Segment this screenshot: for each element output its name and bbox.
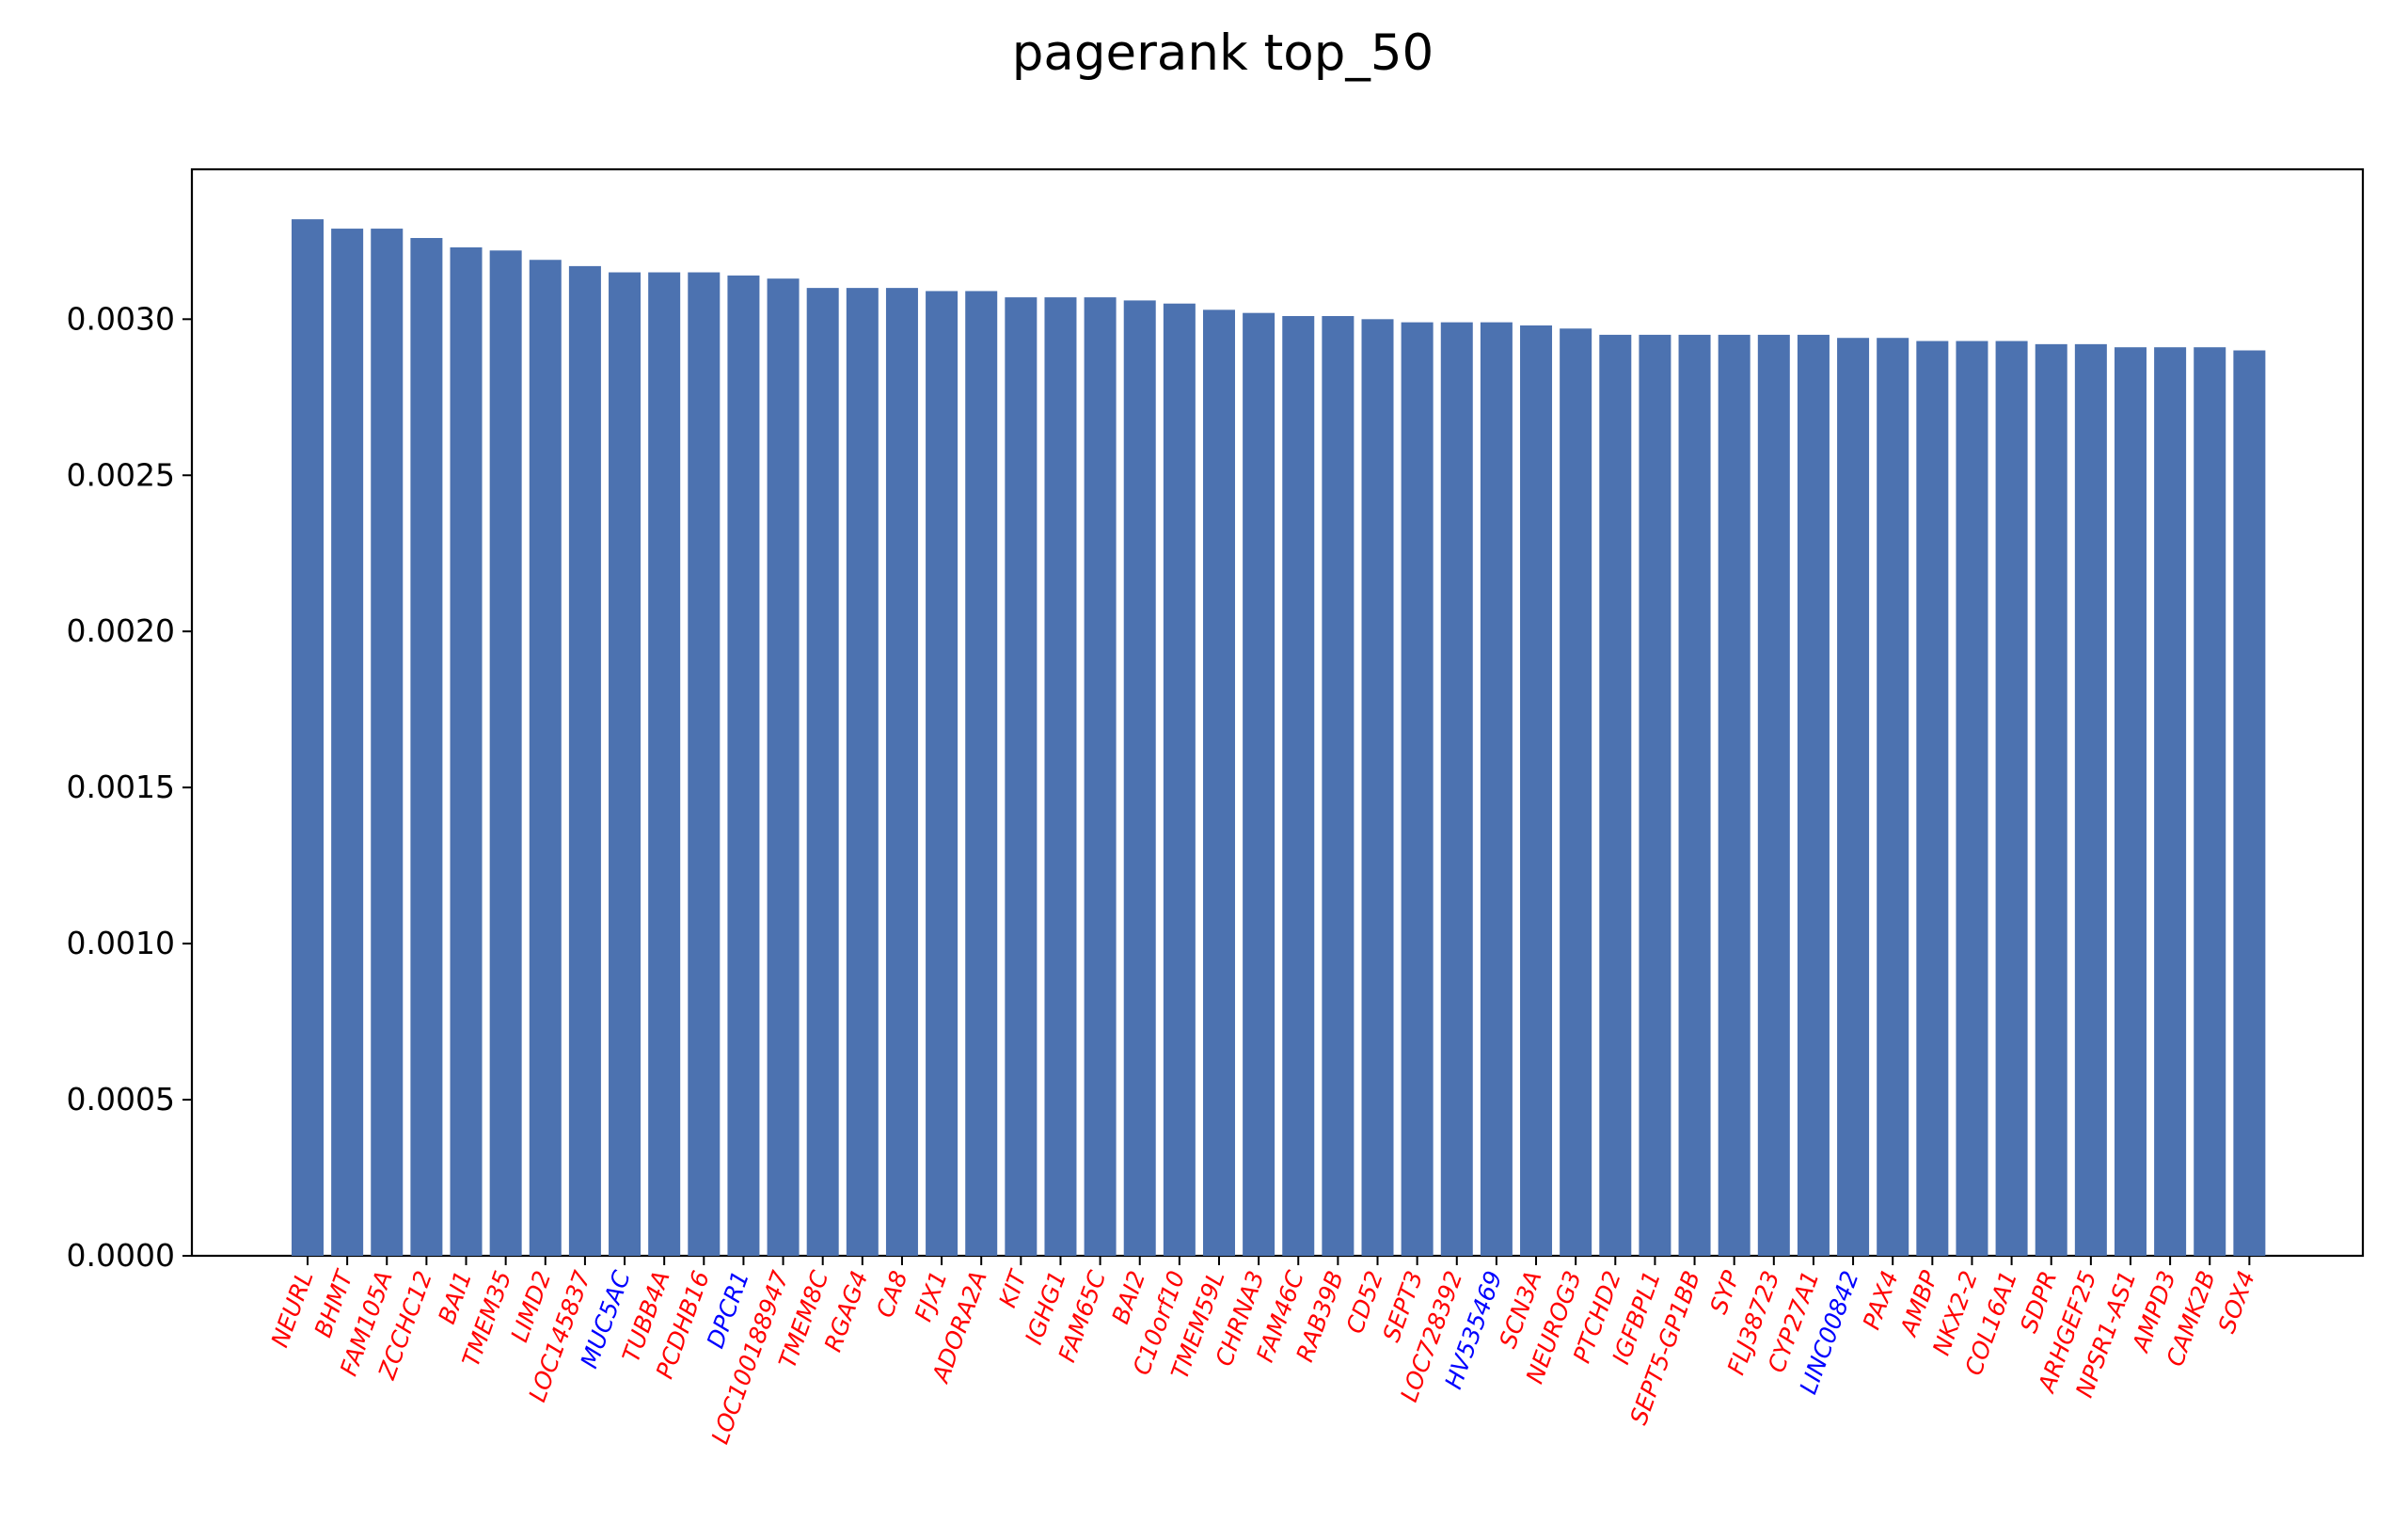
bar	[410, 238, 443, 1257]
bar	[1995, 341, 2028, 1256]
bar	[450, 246, 483, 1257]
x-tick-label: FJX1	[910, 1267, 953, 1324]
bar	[1322, 315, 1354, 1256]
bar	[1084, 297, 1117, 1256]
bar	[292, 219, 324, 1256]
y-tick-label: 0.0000	[67, 1237, 175, 1274]
bar	[806, 288, 839, 1256]
bar	[2154, 347, 2187, 1256]
bar	[1956, 341, 1988, 1256]
bars	[292, 219, 2266, 1257]
bar	[2233, 350, 2266, 1256]
bar	[2194, 347, 2226, 1256]
bar	[371, 229, 404, 1257]
bar	[688, 272, 721, 1256]
plot-frame	[190, 167, 2365, 1258]
bar	[1440, 322, 1473, 1257]
bar	[1757, 334, 1790, 1257]
bar	[1044, 297, 1077, 1256]
bar	[2074, 343, 2107, 1256]
bar	[1123, 300, 1156, 1256]
x-tick-label: SYP	[1704, 1266, 1745, 1317]
bar	[965, 291, 998, 1256]
y-tick-label: 0.0005	[67, 1081, 175, 1118]
y-tick-label: 0.0015	[67, 769, 175, 805]
y-tick-label: 0.0010	[67, 925, 175, 961]
bar	[885, 288, 918, 1256]
bar	[1282, 315, 1315, 1256]
bar	[2035, 343, 2067, 1256]
bar	[1163, 303, 1196, 1256]
bar	[727, 275, 760, 1256]
bar	[648, 272, 681, 1256]
bar	[1599, 334, 1632, 1257]
bar	[767, 278, 800, 1256]
bar	[331, 229, 364, 1257]
bar	[846, 288, 879, 1256]
y-axis: 0.0000 0.0005 0.0010 0.0015 0.0020 0.0025 0.00…	[67, 300, 192, 1274]
bar	[1480, 322, 1513, 1257]
bar	[489, 250, 522, 1256]
x-tick-label: KIT	[993, 1266, 1032, 1311]
bar	[926, 291, 958, 1256]
bar	[568, 265, 601, 1256]
bar	[1202, 309, 1235, 1256]
bar	[1877, 338, 1909, 1257]
bar	[2114, 347, 2147, 1256]
bar	[1243, 312, 1275, 1256]
bar	[1916, 341, 1949, 1256]
x-tick-label: CA8	[871, 1267, 913, 1321]
x-tick-label: NEURL	[266, 1267, 319, 1351]
bar	[1005, 297, 1038, 1256]
y-tick-label: 0.0030	[67, 300, 175, 337]
y-tick-label: 0.0025	[67, 456, 175, 493]
bar	[1678, 334, 1711, 1257]
bar	[1639, 334, 1671, 1257]
bar	[529, 260, 562, 1256]
x-axis: NEURLBHMTFAM105AZCCHC12BAI1TMEM35LIMD2LO…	[266, 1256, 2260, 1448]
bar	[1520, 325, 1553, 1257]
bar	[1401, 322, 1434, 1257]
x-tick-label: BAI1	[433, 1267, 477, 1327]
bar	[1718, 334, 1751, 1257]
x-tick-label: BAI2	[1106, 1267, 1150, 1327]
bar	[1797, 334, 1830, 1257]
y-tick-label: 0.0020	[67, 612, 175, 649]
bar	[1560, 328, 1592, 1257]
bar	[1361, 319, 1394, 1257]
bar	[609, 272, 642, 1256]
chart-title: pagerank top_50	[1012, 24, 1434, 82]
bar	[1837, 338, 1870, 1257]
